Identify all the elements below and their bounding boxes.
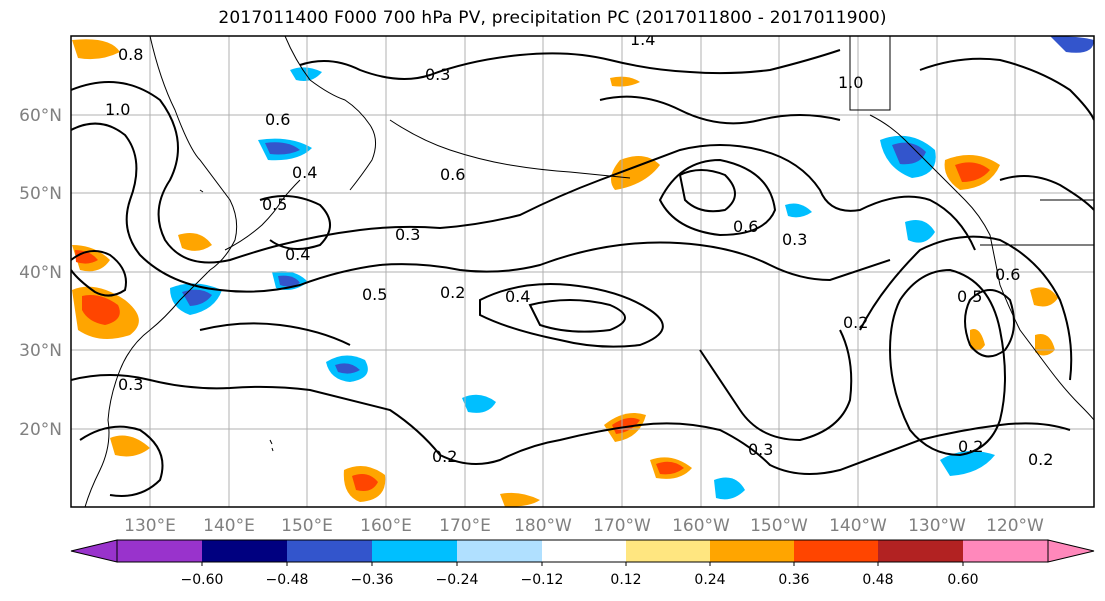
lon-label: 150°W	[750, 516, 808, 536]
positive-anomaly-blob	[82, 295, 120, 325]
map-title: 2017011400 F000 700 hPa PV, precipitatio…	[218, 8, 887, 28]
contour-label: 0.3	[118, 375, 143, 394]
map-panel: 0.8 0.6 1.0 0.3 0.4 0.6 0.5 0.3 0.4 0.2 …	[70, 30, 1095, 508]
lon-label: 120°W	[986, 516, 1044, 536]
longitude-labels: 130°E 140°E 150°E 160°E 170°E 180°W 170°…	[124, 516, 1044, 536]
positive-anomaly-blob	[1030, 287, 1058, 307]
positive-anomaly-blob	[970, 329, 985, 351]
contour-label: 0.4	[505, 287, 530, 306]
positive-anomaly-blob	[352, 474, 378, 491]
lat-label: 50°N	[19, 184, 62, 204]
negative-anomaly-blob	[940, 451, 995, 476]
contour-label: 0.3	[782, 230, 807, 249]
contour-label: 0.3	[425, 65, 450, 84]
colorbar-tick-label: −0.24	[436, 572, 479, 588]
lat-label: 20°N	[19, 420, 62, 440]
lon-label: 160°E	[360, 516, 412, 536]
negative-anomaly-blob	[462, 394, 496, 413]
colorbar-swatch	[710, 540, 794, 562]
colorbar-frame	[116, 539, 1049, 563]
negative-anomaly-blob	[905, 219, 935, 243]
contour-label: 0.3	[748, 440, 773, 459]
colorbar-swatch	[626, 540, 710, 562]
colorbar-extend-max	[1047, 539, 1095, 563]
colorbar-tick-label: −0.48	[266, 572, 309, 588]
lon-label: 180°W	[514, 516, 572, 536]
lon-label: 130°E	[124, 516, 176, 536]
coastlines	[84, 36, 1094, 507]
contour-label: 1.0	[105, 100, 130, 119]
lat-label: 60°N	[19, 106, 62, 126]
colorbar-tick-label: 0.24	[694, 572, 725, 588]
colorbar-swatch	[457, 540, 542, 562]
map-frame	[70, 35, 1095, 508]
colorbar-tick-label: 0.60	[947, 572, 978, 588]
negative-anomaly-blob	[892, 142, 926, 165]
lon-label: 170°E	[439, 516, 491, 536]
positive-anomaly-blob	[955, 162, 990, 182]
colorbar-swatch	[117, 540, 202, 562]
lat-label: 40°N	[19, 263, 62, 283]
contour-label: 0.4	[292, 163, 317, 182]
colorbar-tick-label: −0.60	[181, 572, 224, 588]
positive-anomaly-blob	[500, 492, 540, 507]
negative-anomaly-blob	[335, 363, 360, 374]
contour-labels: 0.8 0.6 1.0 0.3 0.4 0.6 0.5 0.3 0.4 0.2 …	[105, 30, 1053, 469]
negative-anomaly-blob	[265, 142, 300, 155]
contour-label: 0.6	[733, 217, 758, 236]
positive-anomaly-blob	[178, 232, 212, 251]
colorbar-tick-label: −0.36	[351, 572, 394, 588]
negative-anomaly-blob	[1050, 36, 1094, 53]
contour-label: 0.8	[118, 45, 143, 64]
contour-label: 0.2	[440, 283, 465, 302]
pv-contours	[71, 49, 1094, 497]
latitude-labels: 60°N 50°N 40°N 30°N 20°N	[19, 106, 62, 440]
colorbar-tick-label: −0.12	[521, 572, 564, 588]
contour-label: 1.0	[838, 73, 863, 92]
positive-anomaly-blob	[72, 39, 120, 60]
lon-label: 150°E	[281, 516, 333, 536]
contour-label: 0.5	[362, 285, 387, 304]
positive-anomaly-blob	[656, 461, 684, 475]
colorbar-tick-label: 0.36	[778, 572, 809, 588]
contour-label: 0.5	[957, 287, 982, 306]
positive-anomaly-blob	[611, 156, 660, 190]
contour-label: 0.3	[395, 225, 420, 244]
negative-anomaly-blob	[278, 275, 300, 287]
contour-label: 1.4	[630, 30, 655, 49]
positive-anomaly-blob	[610, 76, 640, 87]
contour-label: 0.4	[285, 245, 310, 264]
contour-label: 0.6	[265, 110, 290, 129]
colorbar-tick-label: 0.12	[610, 572, 641, 588]
colorbar-swatch	[287, 540, 372, 562]
colorbar-swatch	[878, 540, 963, 562]
colorbar-swatch	[963, 540, 1048, 562]
colorbar-ticks	[201, 562, 964, 566]
negative-anomaly-blob	[714, 477, 745, 500]
negative-anomaly-blob	[785, 203, 812, 218]
contour-label: 0.5	[262, 195, 287, 214]
colorbar-swatch	[542, 540, 626, 562]
contour-label: 0.2	[843, 313, 868, 332]
colorbar-swatch	[202, 540, 287, 562]
lon-label: 170°W	[593, 516, 651, 536]
contour-label: 0.2	[1028, 450, 1053, 469]
colorbar-swatch	[372, 540, 457, 562]
lon-label: 140°W	[829, 516, 887, 536]
colorbar-swatch	[794, 540, 878, 562]
lat-label: 30°N	[19, 341, 62, 361]
positive-anomaly-blob	[110, 435, 150, 457]
negative-anomaly-blob	[182, 289, 212, 306]
lon-label: 160°W	[672, 516, 730, 536]
contour-label: 0.2	[432, 447, 457, 466]
colorbar-extend-min	[70, 539, 118, 563]
lon-label: 140°E	[203, 516, 255, 536]
colorbar: −0.60 −0.48 −0.36 −0.24 −0.12 0.12 0.24 …	[70, 539, 1095, 588]
contour-label: 0.6	[995, 265, 1020, 284]
colorbar-tick-label: 0.48	[862, 572, 893, 588]
contour-label: 0.6	[440, 165, 465, 184]
contour-label: 0.2	[958, 437, 983, 456]
lon-label: 130°W	[908, 516, 966, 536]
